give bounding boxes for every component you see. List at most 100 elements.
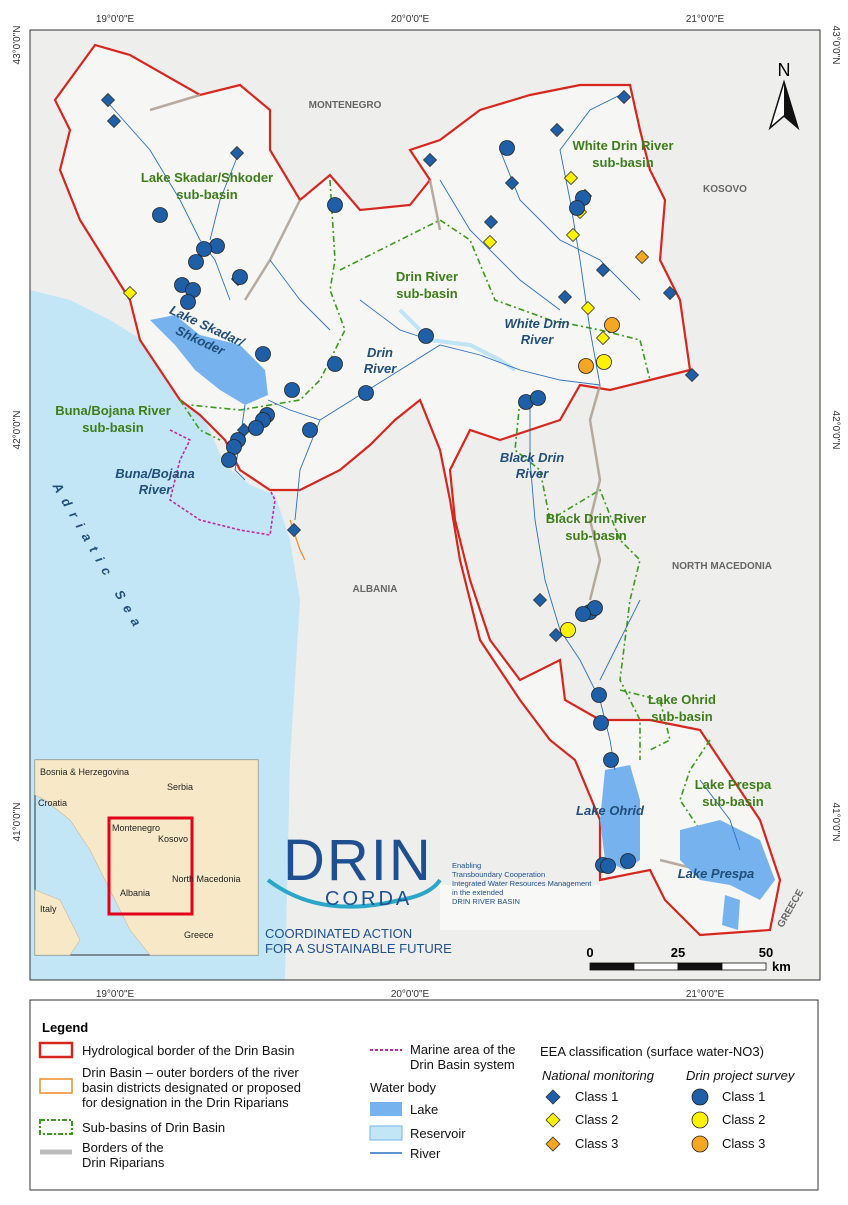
water-label: River	[516, 466, 549, 481]
national-station	[482, 234, 498, 250]
national-station	[504, 175, 520, 191]
graticule-label: 19°0'0"E	[96, 989, 135, 1000]
survey-station	[530, 390, 546, 406]
legend-item: Marine area of the	[410, 1042, 516, 1057]
graticule-label: 21°0'0"E	[686, 989, 725, 1000]
legend-item: basin districts designated or proposed	[82, 1080, 301, 1095]
legend-subtitle: EEA classification (surface water-NO3)	[540, 1044, 764, 1059]
legend-text: Legend Hydrological border of the Drin Ba…	[42, 1020, 796, 1170]
inset-label: Kosovo	[158, 834, 188, 844]
inset-label: Croatia	[38, 798, 67, 808]
national-station	[662, 285, 678, 301]
national-station	[100, 92, 116, 108]
survey-station	[255, 346, 271, 362]
national-station	[616, 89, 632, 105]
partner-text: Transboundary Cooperation	[452, 870, 545, 879]
national-station	[483, 214, 499, 230]
survey-station	[188, 254, 204, 270]
legend-item: Class 1	[722, 1089, 765, 1104]
legend-subtitle: Water body	[370, 1080, 436, 1095]
scale-unit: km	[772, 959, 791, 974]
survey-station	[358, 385, 374, 401]
survey-station	[604, 317, 620, 333]
scale-label: 50	[759, 945, 773, 960]
legend-subtitle: National monitoring	[542, 1068, 655, 1083]
country-label: KOSOVO	[703, 184, 747, 195]
survey-station	[560, 622, 576, 638]
national-station	[545, 1136, 561, 1152]
national-station	[549, 122, 565, 138]
survey-station	[248, 420, 264, 436]
sub-basin-label: sub-basin	[396, 286, 457, 301]
scale-segment	[677, 962, 723, 971]
inset-label: Greece	[184, 930, 214, 940]
survey-station	[578, 358, 594, 374]
north-label: N	[778, 60, 791, 80]
survey-station	[603, 752, 619, 768]
water-label: Drin	[367, 345, 393, 360]
legend-item: Class 2	[722, 1112, 765, 1127]
sub-basin-label: Drin River	[396, 269, 458, 284]
legend-item: Borders of the	[82, 1140, 164, 1155]
sub-basin-label: Black Drin River	[546, 511, 646, 526]
national-station	[548, 627, 564, 643]
legend-title: Legend	[42, 1020, 88, 1035]
sub-basin-label: sub-basin	[176, 187, 237, 202]
legend-item: Drin Basin system	[410, 1057, 515, 1072]
sub-basin-label: White Drin River	[572, 138, 673, 153]
national-station	[545, 1112, 561, 1128]
inset-label: North Macedonia	[172, 874, 241, 884]
national-station	[229, 145, 245, 161]
national-station	[684, 367, 700, 383]
sub-basin-label: sub-basin	[651, 709, 712, 724]
survey-station	[284, 382, 300, 398]
country-label: NORTH MACEDONIA	[672, 561, 772, 572]
survey-station	[691, 1135, 709, 1153]
sub-basin-label: Buna/Bojana River	[55, 403, 171, 418]
legend-item: Class 3	[722, 1136, 765, 1151]
legend-item: Class 1	[575, 1089, 618, 1104]
lake-prespa	[680, 820, 775, 930]
water-label: White Drin	[505, 316, 570, 331]
national-station	[422, 152, 438, 168]
inset-label: Bosnia & Herzegovina	[40, 767, 129, 777]
national-station	[557, 289, 573, 305]
partner-text: Enabling	[452, 861, 481, 870]
water-label: Buna/Bojana	[115, 466, 194, 481]
national-station	[106, 113, 122, 129]
water-label: River	[139, 482, 172, 497]
survey-station	[418, 328, 434, 344]
survey-station	[180, 294, 196, 310]
survey-station	[327, 356, 343, 372]
national-station	[595, 262, 611, 278]
partner-text: Integrated Water Resources Management	[452, 879, 592, 888]
survey-station	[209, 238, 225, 254]
national-station	[580, 300, 596, 316]
graticule-label: 41°0'0"N	[12, 803, 23, 842]
sub-basin-label: sub-basin	[565, 528, 626, 543]
inset-label: Montenegro	[112, 823, 160, 833]
logo-tagline: COORDINATED ACTION	[265, 926, 412, 941]
legend	[29, 999, 819, 1191]
sub-basin-label: sub-basin	[592, 155, 653, 170]
country-label: MONTENEGRO	[309, 100, 382, 111]
survey-station	[691, 1088, 709, 1106]
graticule-label: 20°0'0"E	[391, 14, 430, 25]
survey-station	[620, 853, 636, 869]
survey-station	[499, 140, 515, 156]
survey-station	[327, 197, 343, 213]
logo-sub: CORDA	[325, 888, 412, 910]
sub-basin-label: Lake Prespa	[695, 777, 772, 792]
legend-item: Class 2	[575, 1112, 618, 1127]
survey-station	[221, 452, 237, 468]
map-frame	[29, 29, 821, 981]
rivers	[109, 94, 741, 851]
national-station	[563, 170, 579, 186]
water-label: Lake Prespa	[678, 866, 755, 881]
legend-item: Class 3	[575, 1136, 618, 1151]
legend-item: Drin Riparians	[82, 1155, 165, 1170]
partner-text: DRIN RIVER BASIN	[452, 897, 520, 906]
water-label: Black Drin	[500, 450, 564, 465]
